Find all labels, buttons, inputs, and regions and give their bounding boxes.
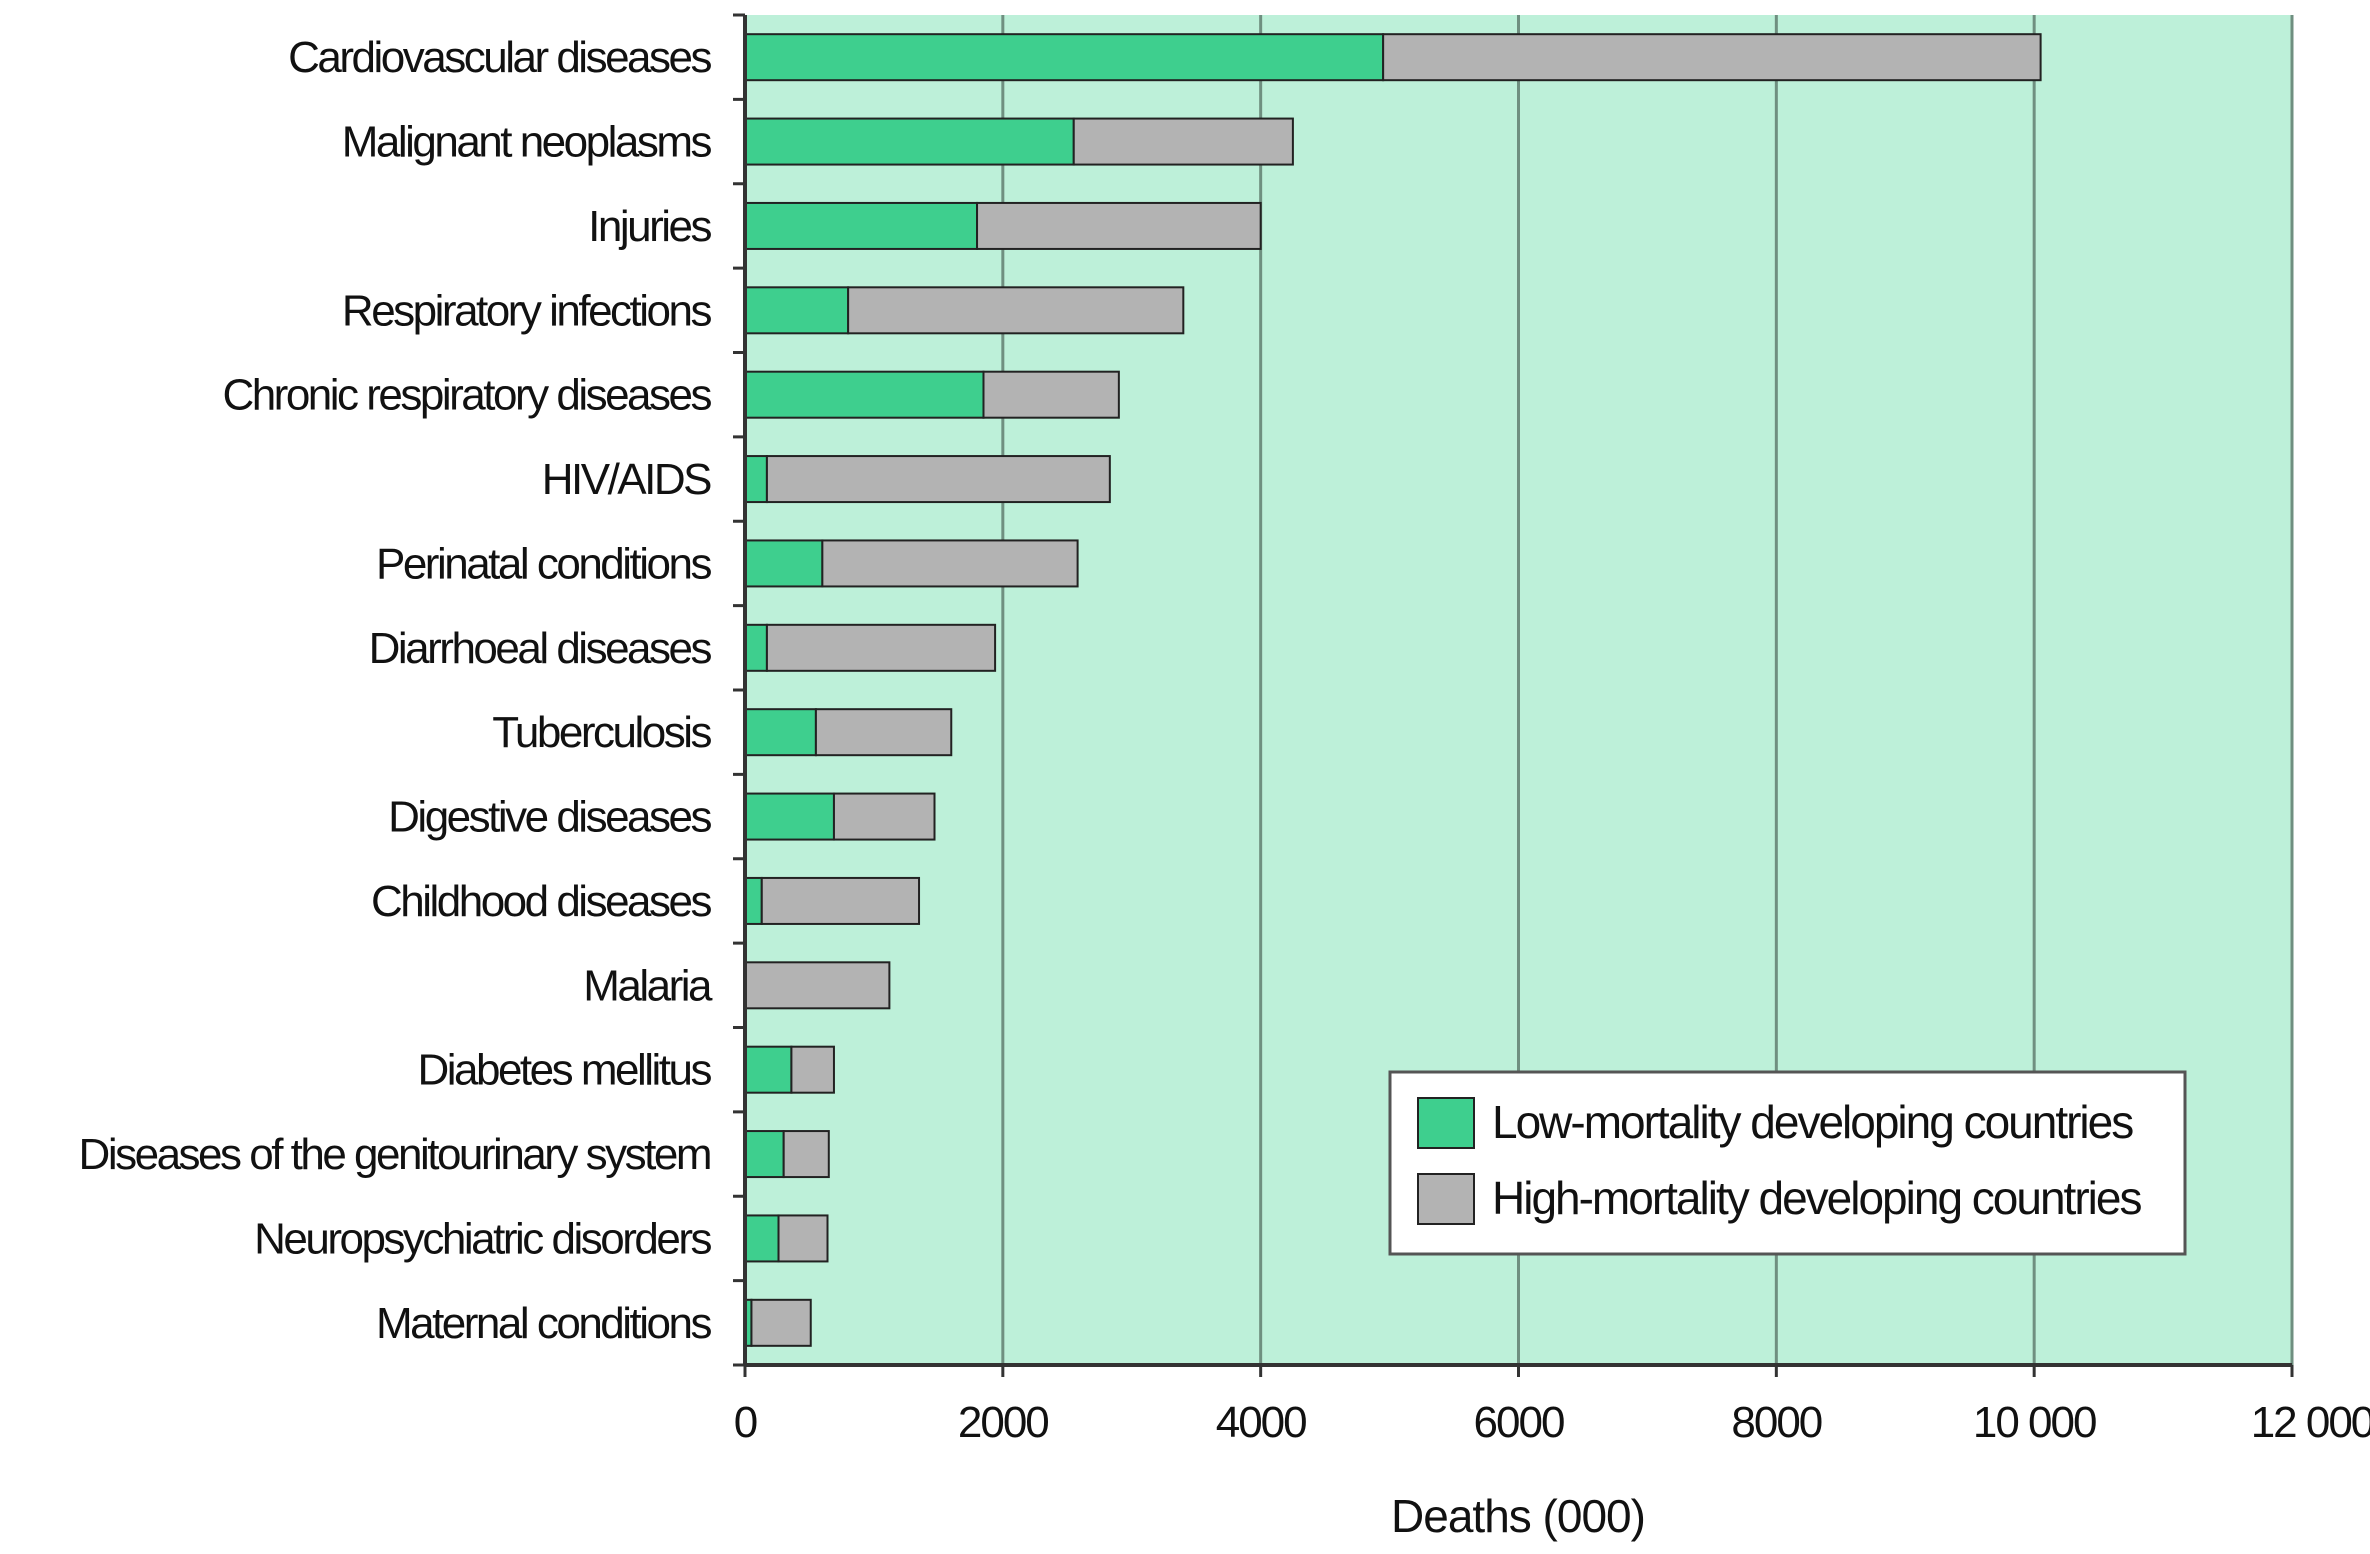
category-label: HIV/AIDS [542, 455, 711, 504]
bar-segment [744, 623, 768, 672]
bar-segment [750, 1298, 812, 1347]
bar-segment [744, 1214, 780, 1263]
bar-segment [744, 876, 763, 925]
bar-segment [744, 1045, 793, 1094]
bar-segment [744, 370, 985, 419]
legend-swatch [1417, 1097, 1475, 1149]
bar-segment [765, 455, 1111, 504]
bar-segment [744, 286, 850, 335]
category-label: Injuries [588, 202, 711, 251]
bar-segment [832, 792, 936, 841]
x-tick-label: 6000 [1474, 1398, 1564, 1447]
legend-swatch [1417, 1173, 1475, 1225]
category-label: Diseases of the genitourinary system [79, 1130, 710, 1179]
bar-segment [744, 201, 979, 250]
category-label: Malaria [583, 961, 713, 1010]
x-tick-label: 10 000 [1973, 1398, 2096, 1447]
bar-segment [982, 370, 1120, 419]
x-tick-label: 0 [734, 1398, 757, 1447]
legend-label: High-mortality developing countries [1492, 1172, 2141, 1224]
category-label: Digestive diseases [388, 793, 711, 842]
legend-box [1388, 1070, 2187, 1256]
bar-segment [1072, 117, 1294, 166]
bar-segment [765, 623, 997, 672]
bar-segment [847, 286, 1185, 335]
bar-segment [744, 455, 768, 504]
category-label: Childhood diseases [371, 877, 712, 926]
legend: Low-mortality developing countries High-m… [1388, 1070, 2187, 1256]
category-label: Neuropsychiatric disorders [254, 1214, 711, 1263]
category-label: Tuberculosis [492, 708, 711, 757]
bar-segment [744, 33, 1385, 82]
category-label: Cardiovascular diseases [288, 33, 711, 82]
legend-label: Low-mortality developing countries [1492, 1096, 2133, 1148]
bar-segment [976, 201, 1262, 250]
bar-segment [744, 539, 824, 588]
bar-segment [1382, 33, 2042, 82]
bar-segment [821, 539, 1079, 588]
category-label: Perinatal conditions [376, 539, 712, 588]
legend-items: Low-mortality developing countries High-m… [1417, 1096, 2143, 1225]
category-label: Maternal conditions [376, 1299, 712, 1348]
bars [744, 33, 2042, 1347]
bar-segment [744, 961, 891, 1010]
x-tick-label: 2000 [958, 1398, 1048, 1447]
category-label: Respiratory infections [342, 286, 712, 335]
bar-segment [744, 117, 1075, 166]
x-tick-labels: 0 2000 4000 6000 8000 10 000 12 000 [734, 1398, 2370, 1447]
bar-segment [814, 708, 953, 757]
bar-segment [760, 876, 921, 925]
bar-segment [744, 1130, 785, 1179]
category-label: Malignant neoplasms [342, 118, 712, 167]
bar-segment [782, 1130, 830, 1179]
bar-segment [744, 792, 835, 841]
x-axis-title: Deaths (000) [1391, 1490, 1645, 1542]
bar-segment [790, 1045, 835, 1094]
axes [733, 13, 2294, 1377]
category-labels: Cardiovascular diseases Malignant neoplas… [79, 33, 716, 1348]
x-tick-label: 12 000 [2251, 1398, 2370, 1447]
category-label: Diarrhoeal diseases [369, 624, 712, 673]
bar-segment [744, 708, 817, 757]
category-label: Chronic respiratory diseases [222, 371, 711, 420]
bar-segment [777, 1214, 829, 1263]
x-tick-label: 4000 [1216, 1398, 1306, 1447]
x-tick-label: 8000 [1731, 1398, 1821, 1447]
category-label: Diabetes mellitus [417, 1046, 711, 1095]
